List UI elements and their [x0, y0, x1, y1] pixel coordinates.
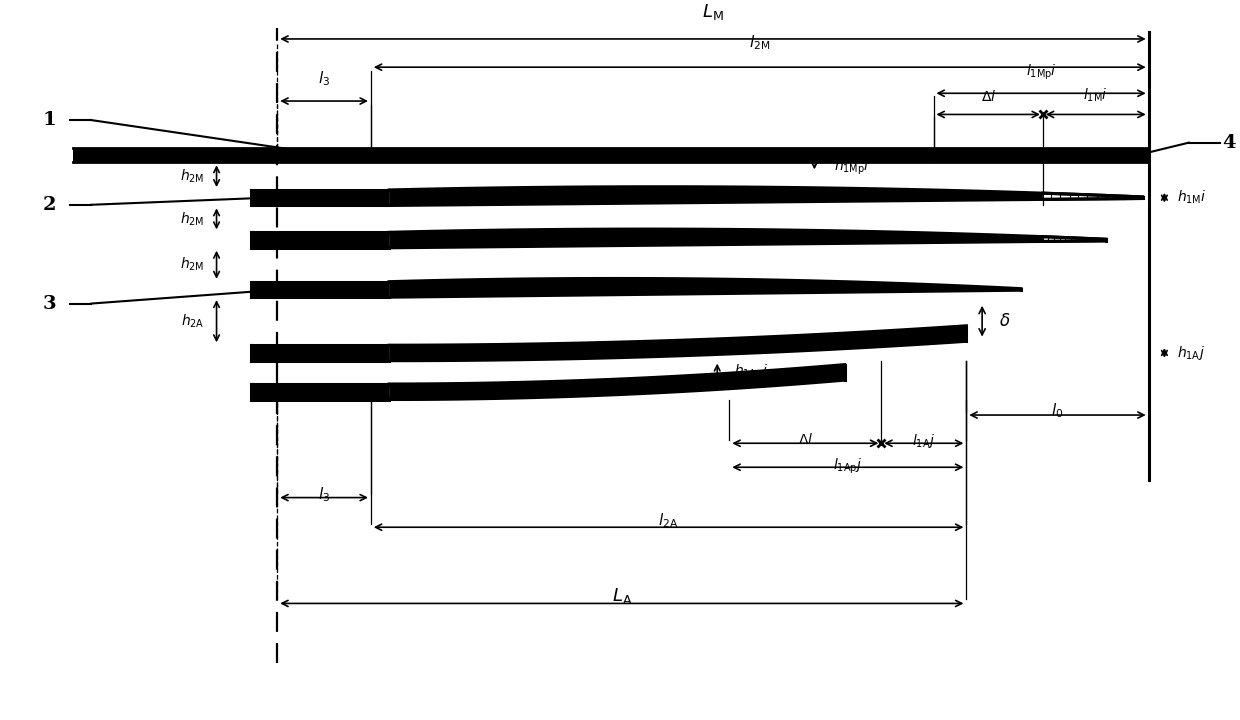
Text: $h_\mathrm{1M}i$: $h_\mathrm{1M}i$ — [1177, 189, 1207, 207]
Text: $h_\mathrm{1Mp}i$: $h_\mathrm{1Mp}i$ — [833, 158, 869, 177]
Bar — [250, 282, 389, 297]
Text: $L_\mathrm{A}$: $L_\mathrm{A}$ — [611, 587, 632, 606]
Bar — [73, 148, 1148, 163]
Text: $l_\mathrm{1M}i$: $l_\mathrm{1M}i$ — [1084, 86, 1109, 104]
Text: $h_\mathrm{2A}$: $h_\mathrm{2A}$ — [181, 312, 205, 330]
Text: $l_3$: $l_3$ — [317, 485, 330, 503]
Text: $l_\mathrm{2M}$: $l_\mathrm{2M}$ — [749, 33, 770, 52]
Polygon shape — [389, 364, 844, 400]
Polygon shape — [389, 279, 1021, 297]
Text: $l_\mathrm{1Mp}i$: $l_\mathrm{1Mp}i$ — [1025, 63, 1056, 82]
Text: $h_\mathrm{1A}j$: $h_\mathrm{1A}j$ — [1177, 344, 1204, 362]
Text: 3: 3 — [42, 294, 56, 312]
Bar — [250, 233, 389, 248]
Text: $l_\mathrm{2A}$: $l_\mathrm{2A}$ — [658, 512, 678, 531]
Text: $\Delta l$: $\Delta l$ — [981, 89, 996, 104]
Text: $\delta$: $\delta$ — [999, 312, 1011, 330]
Text: $l_\mathrm{1A}j$: $l_\mathrm{1A}j$ — [913, 432, 935, 450]
Polygon shape — [389, 186, 1142, 205]
Text: $L_\mathrm{M}$: $L_\mathrm{M}$ — [702, 2, 724, 22]
Text: $\Delta l$: $\Delta l$ — [797, 432, 813, 447]
Bar — [250, 384, 389, 400]
Polygon shape — [389, 229, 1106, 248]
Bar — [250, 345, 389, 361]
Text: 1: 1 — [42, 111, 57, 129]
Text: $h_\mathrm{1Ap}j$: $h_\mathrm{1Ap}j$ — [734, 363, 769, 382]
Text: $h_\mathrm{2M}$: $h_\mathrm{2M}$ — [180, 168, 205, 185]
Text: $h_\mathrm{2M}$: $h_\mathrm{2M}$ — [180, 210, 205, 228]
Polygon shape — [1043, 193, 1142, 199]
Bar — [250, 190, 389, 205]
Text: $l_\mathrm{1Ap}j$: $l_\mathrm{1Ap}j$ — [833, 456, 862, 476]
Text: $h_\mathrm{2M}$: $h_\mathrm{2M}$ — [180, 256, 205, 274]
Text: $l_0$: $l_0$ — [1052, 401, 1064, 420]
Text: $l_3$: $l_3$ — [317, 70, 330, 89]
Text: 2: 2 — [42, 196, 56, 214]
Polygon shape — [1043, 237, 1106, 241]
Text: 4: 4 — [1223, 134, 1236, 152]
Polygon shape — [389, 325, 966, 361]
